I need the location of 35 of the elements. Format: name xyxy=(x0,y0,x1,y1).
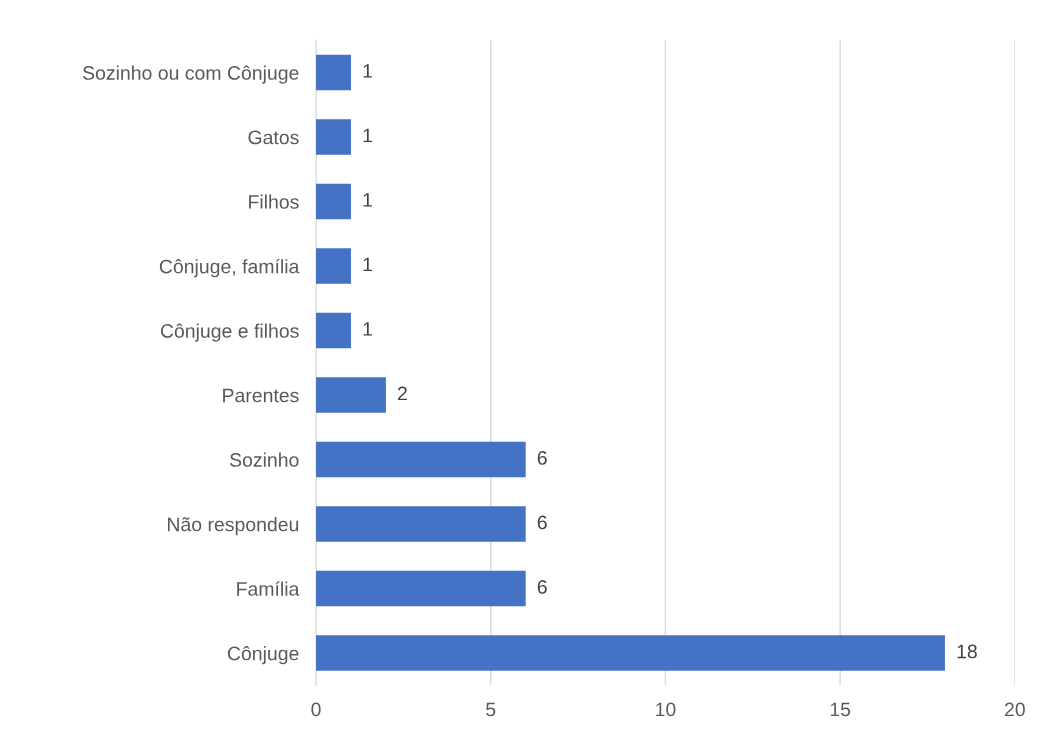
y-tick-label: Sozinho xyxy=(229,452,299,467)
y-tick-label: Parentes xyxy=(223,388,299,403)
y-tick-label: Sozinho ou com Cônjuge xyxy=(82,65,299,84)
data-label: 1 xyxy=(363,128,372,143)
y-tick-label: Cônjuge, família xyxy=(159,258,300,278)
bar xyxy=(316,506,526,542)
x-tick-label: 10 xyxy=(656,702,676,717)
data-label: 1 xyxy=(363,64,372,78)
x-tick-label: 0 xyxy=(311,702,321,717)
data-label: 2 xyxy=(398,386,407,401)
data-label: 6 xyxy=(537,515,547,530)
bar xyxy=(316,54,351,91)
data-label: 6 xyxy=(537,580,547,594)
bar xyxy=(316,248,351,284)
y-tick-label: Família xyxy=(237,581,300,596)
data-label: 1 xyxy=(363,257,372,272)
bar xyxy=(316,183,351,220)
x-tick-label: 15 xyxy=(830,702,851,717)
y-tick-label: Não respondeu xyxy=(168,517,299,536)
data-label: 18 xyxy=(957,644,977,659)
x-tick-label: 5 xyxy=(486,702,496,717)
y-tick-label: Cônjuge xyxy=(227,646,299,665)
bar xyxy=(316,377,386,413)
x-tick-label: 20 xyxy=(1005,702,1025,717)
bar xyxy=(316,570,526,607)
bar xyxy=(316,441,526,478)
y-tick-label: Cônjuge e filhos xyxy=(160,323,299,342)
bar xyxy=(316,119,351,155)
bar xyxy=(316,312,351,349)
bar xyxy=(316,635,945,671)
data-label: 1 xyxy=(363,193,372,207)
y-tick-label: Gatos xyxy=(248,130,299,145)
data-label: 1 xyxy=(363,322,372,336)
data-label: 6 xyxy=(537,451,547,465)
y-tick-label: Filhos xyxy=(249,194,299,209)
